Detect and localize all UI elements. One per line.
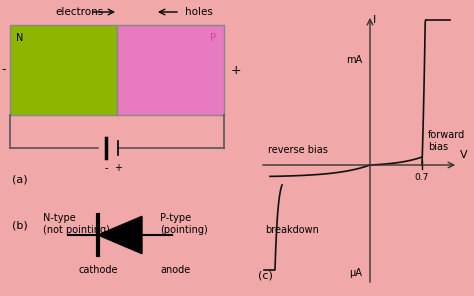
Bar bbox=[10, 25, 117, 115]
Text: (c): (c) bbox=[258, 270, 273, 280]
Text: +: + bbox=[231, 64, 241, 76]
Text: cathode: cathode bbox=[78, 265, 118, 275]
Text: μA: μA bbox=[349, 268, 362, 278]
Text: (a): (a) bbox=[12, 175, 27, 185]
Text: reverse bias: reverse bias bbox=[268, 145, 328, 155]
Text: breakdown: breakdown bbox=[265, 225, 319, 235]
Text: forward
bias: forward bias bbox=[428, 130, 465, 152]
Text: anode: anode bbox=[160, 265, 190, 275]
Text: N-type
(not pointing): N-type (not pointing) bbox=[43, 213, 110, 235]
Text: P: P bbox=[210, 33, 216, 43]
Text: electrons: electrons bbox=[55, 7, 103, 17]
Bar bbox=[117, 25, 224, 115]
Text: +: + bbox=[114, 163, 122, 173]
Text: mA: mA bbox=[346, 55, 362, 65]
Text: N: N bbox=[16, 33, 23, 43]
Polygon shape bbox=[98, 216, 142, 254]
Text: P-type
(pointing): P-type (pointing) bbox=[160, 213, 208, 235]
Text: (b): (b) bbox=[12, 220, 28, 230]
Text: 0.7: 0.7 bbox=[415, 173, 429, 182]
Text: V: V bbox=[460, 150, 468, 160]
Text: holes: holes bbox=[185, 7, 213, 17]
Text: I: I bbox=[373, 15, 376, 25]
Text: -: - bbox=[104, 163, 108, 173]
Text: -: - bbox=[2, 64, 6, 76]
